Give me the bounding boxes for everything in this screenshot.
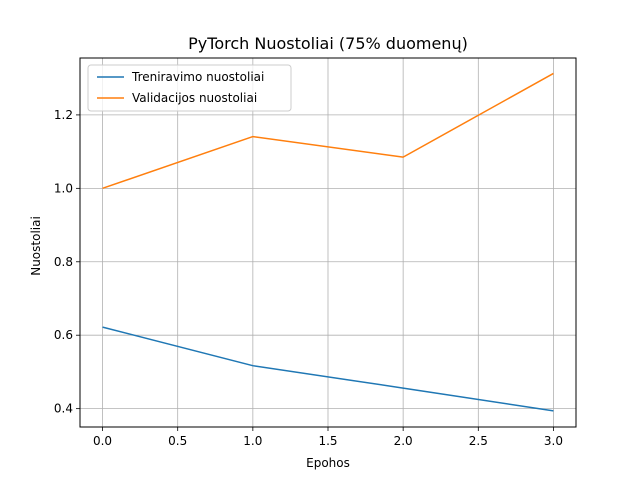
y-axis-label: Nuostoliai (29, 216, 43, 276)
legend-label: Validacijos nuostoliai (132, 91, 257, 105)
x-tick-label: 2.5 (469, 434, 488, 448)
grid (80, 58, 576, 427)
y-tick-label: 1.0 (54, 181, 73, 195)
x-tick-label: 0.5 (168, 434, 187, 448)
y-tick-label: 1.2 (54, 108, 73, 122)
x-tick-label: 2.0 (394, 434, 413, 448)
y-tick-label: 0.4 (54, 402, 73, 416)
series-line-2 (102, 72, 554, 190)
x-tick-label: 1.5 (318, 434, 337, 448)
y-tick-label: 0.8 (54, 255, 73, 269)
x-axis-ticks: 0.0 0.5 1.0 1.5 2.0 2.5 3.0 (93, 427, 563, 448)
chart-title: PyTorch Nuostoliai (75% duomenų) (188, 34, 468, 53)
x-tick-label: 1.0 (243, 434, 262, 448)
x-axis-label: Epohos (306, 456, 350, 470)
x-tick-label: 0.0 (93, 434, 112, 448)
legend-label: Treniravimo nuostoliai (131, 70, 264, 84)
legend: Treniravimo nuostoliai Validacijos nuosto… (87, 64, 292, 112)
y-axis-ticks: 0.4 0.6 0.8 1.0 1.2 (54, 108, 80, 416)
y-tick-label: 0.6 (54, 328, 73, 342)
legend-box (87, 64, 292, 112)
series-lines (102, 72, 554, 412)
x-tick-label: 3.0 (544, 434, 563, 448)
series-line-1 (102, 326, 554, 412)
